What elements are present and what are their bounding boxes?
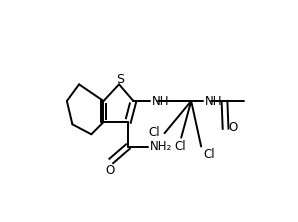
Text: NH₂: NH₂ (149, 140, 172, 153)
Text: O: O (228, 121, 238, 134)
Text: S: S (116, 73, 124, 86)
Text: NH: NH (152, 95, 169, 107)
Text: Cl: Cl (204, 148, 215, 161)
Text: O: O (105, 164, 115, 177)
Text: NH: NH (205, 95, 222, 107)
Text: Cl: Cl (174, 140, 186, 153)
Text: Cl: Cl (148, 126, 160, 139)
